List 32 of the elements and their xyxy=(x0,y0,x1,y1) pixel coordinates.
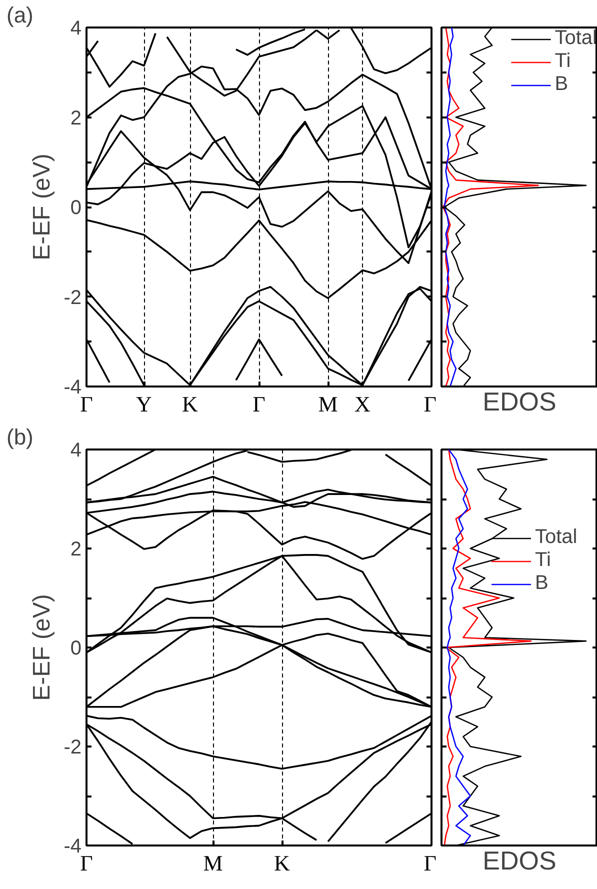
y-tick-label: -4 xyxy=(64,376,82,398)
x-axis-title: EDOS xyxy=(482,846,556,876)
y-tick-label: 2 xyxy=(70,107,82,130)
x-tick-label: Γ xyxy=(80,850,94,876)
chart-title: (a) xyxy=(6,2,34,28)
y-tick-label: -2 xyxy=(64,736,82,758)
y-axis-title: E-EF (eV) xyxy=(28,594,56,701)
y-tick-label: 4 xyxy=(70,18,82,40)
y-tick-label: 4 xyxy=(70,440,82,462)
y-tick-label: 2 xyxy=(70,538,82,560)
y-tick-label: -2 xyxy=(64,286,82,309)
x-axis-title: EDOS xyxy=(482,386,556,416)
x-tick-label: Γ xyxy=(424,850,437,876)
x-tick-label: K xyxy=(182,392,198,416)
legend-label: Ti xyxy=(554,50,572,73)
legend-label: Total xyxy=(535,526,578,549)
x-tick-label: M xyxy=(203,850,223,876)
x-tick-label: X xyxy=(354,392,371,416)
x-tick-label: Y xyxy=(136,392,152,416)
x-tick-label: Γ xyxy=(424,392,437,416)
y-tick-label: 0 xyxy=(70,638,82,660)
x-tick-label: Γ xyxy=(80,392,94,416)
legend-label: B xyxy=(535,572,550,595)
x-tick-label: M xyxy=(318,392,338,416)
y-axis-title: E-EF (eV) xyxy=(28,154,56,260)
x-tick-label: Γ xyxy=(252,392,266,416)
chart-title: (b) xyxy=(6,424,34,450)
legend-label: B xyxy=(554,73,570,96)
x-tick-label: K xyxy=(274,850,290,876)
y-tick-label: 0 xyxy=(70,197,82,219)
legend-label: Ti xyxy=(535,549,552,572)
y-tick-label: -4 xyxy=(64,836,82,858)
